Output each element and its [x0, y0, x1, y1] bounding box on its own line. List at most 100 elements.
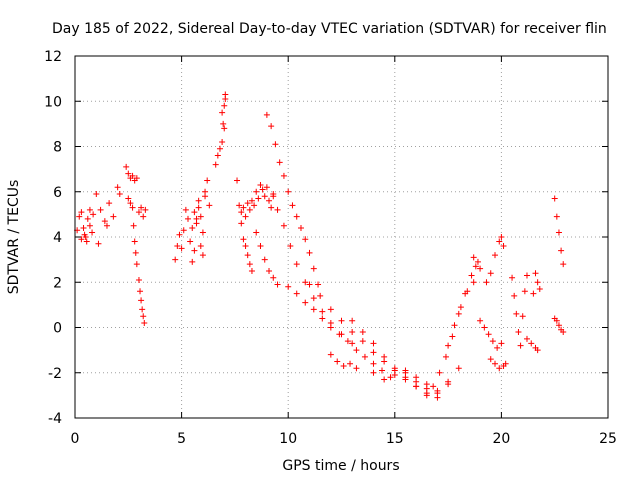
- series-arc-30: [487, 356, 509, 372]
- data-point: [515, 329, 522, 336]
- data-point: [90, 211, 97, 218]
- data-point: [219, 109, 226, 116]
- axis-ticks: 0 5 10 15 20 25 -4 -2 0 2 4 6 8 10 12: [44, 49, 617, 447]
- x-tick-label: 5: [177, 431, 186, 447]
- data-point: [553, 317, 560, 324]
- data-point: [492, 360, 499, 367]
- series-arc-04: [95, 184, 123, 247]
- data-point: [272, 141, 279, 148]
- data-point: [327, 306, 334, 313]
- data-point: [468, 272, 475, 279]
- data-point: [353, 347, 360, 354]
- series-arc-21: [327, 351, 360, 372]
- data-point: [434, 390, 441, 397]
- series-arc-33: [530, 270, 543, 297]
- series-arc-15: [238, 181, 277, 220]
- data-point: [270, 274, 277, 281]
- data-point: [327, 324, 334, 331]
- data-point: [86, 222, 93, 229]
- data-point: [246, 261, 253, 268]
- data-point: [195, 204, 202, 211]
- y-tick-label: 8: [53, 140, 62, 156]
- x-tick-label: 0: [71, 431, 80, 447]
- data-point: [513, 310, 520, 317]
- data-point: [240, 236, 247, 243]
- data-point: [80, 224, 87, 231]
- data-point: [204, 177, 211, 184]
- data-point: [327, 351, 334, 358]
- data-point: [133, 261, 140, 268]
- data-point: [220, 120, 227, 127]
- data-point: [483, 279, 490, 286]
- data-point: [195, 197, 202, 204]
- data-point: [472, 263, 479, 270]
- data-point: [353, 365, 360, 372]
- data-point: [191, 247, 198, 254]
- series-arc-26: [445, 279, 477, 349]
- data-point: [184, 215, 191, 222]
- data-point: [251, 202, 258, 209]
- data-point: [336, 331, 343, 338]
- data-point: [116, 191, 123, 198]
- data-point: [259, 186, 266, 193]
- data-point: [289, 202, 296, 209]
- series-arc-05: [123, 163, 140, 184]
- data-point: [270, 193, 277, 200]
- plot-frame: [74, 55, 609, 419]
- data-point: [481, 324, 488, 331]
- series-arc-19: [285, 283, 394, 381]
- data-point: [423, 385, 430, 392]
- data-point: [402, 369, 409, 376]
- data-point: [197, 213, 204, 220]
- data-point: [255, 195, 262, 202]
- data-point: [137, 288, 144, 295]
- data-point: [81, 231, 88, 238]
- data-point: [174, 243, 181, 250]
- data-point: [523, 335, 530, 342]
- series-arc-16: [253, 229, 281, 288]
- data-point: [317, 292, 324, 299]
- series-arc-11: [189, 193, 209, 265]
- data-point: [310, 295, 317, 302]
- data-point: [455, 365, 462, 372]
- y-tick-label: 2: [53, 275, 62, 291]
- y-axis-label: SDTVAR / TECUs: [6, 180, 22, 295]
- data-point: [494, 344, 501, 351]
- data-point: [206, 202, 213, 209]
- data-point: [130, 222, 137, 229]
- data-point: [485, 331, 492, 338]
- data-point: [293, 290, 300, 297]
- y-tick-label: 4: [53, 230, 62, 246]
- y-tick-label: 6: [53, 185, 62, 201]
- data-point: [106, 200, 113, 207]
- data-point: [536, 286, 543, 293]
- y-tick-label: 0: [53, 321, 62, 337]
- data-point: [187, 238, 194, 245]
- series-arc-10: [187, 177, 213, 250]
- data-point: [555, 229, 562, 236]
- data-point: [253, 188, 260, 195]
- series-arc-07: [135, 276, 148, 326]
- data-point: [509, 274, 516, 281]
- data-point: [199, 229, 206, 236]
- data-point: [387, 374, 394, 381]
- data-point: [97, 206, 104, 213]
- data-point: [234, 177, 241, 184]
- data-point: [302, 236, 309, 243]
- data-point: [310, 265, 317, 272]
- data-point: [560, 329, 567, 336]
- data-point: [551, 195, 558, 202]
- data-point: [95, 240, 102, 247]
- data-point: [381, 376, 388, 383]
- series-arc-29: [477, 317, 505, 351]
- data-point: [315, 281, 322, 288]
- series-arc-12: [212, 91, 229, 168]
- data-point: [263, 184, 270, 191]
- series-arc-34: [551, 195, 567, 268]
- data-point: [246, 206, 253, 213]
- data-point: [84, 215, 91, 222]
- series-arc-25: [430, 272, 475, 390]
- data-point: [214, 152, 221, 159]
- data-point: [240, 204, 247, 211]
- series-arc-22: [349, 317, 441, 401]
